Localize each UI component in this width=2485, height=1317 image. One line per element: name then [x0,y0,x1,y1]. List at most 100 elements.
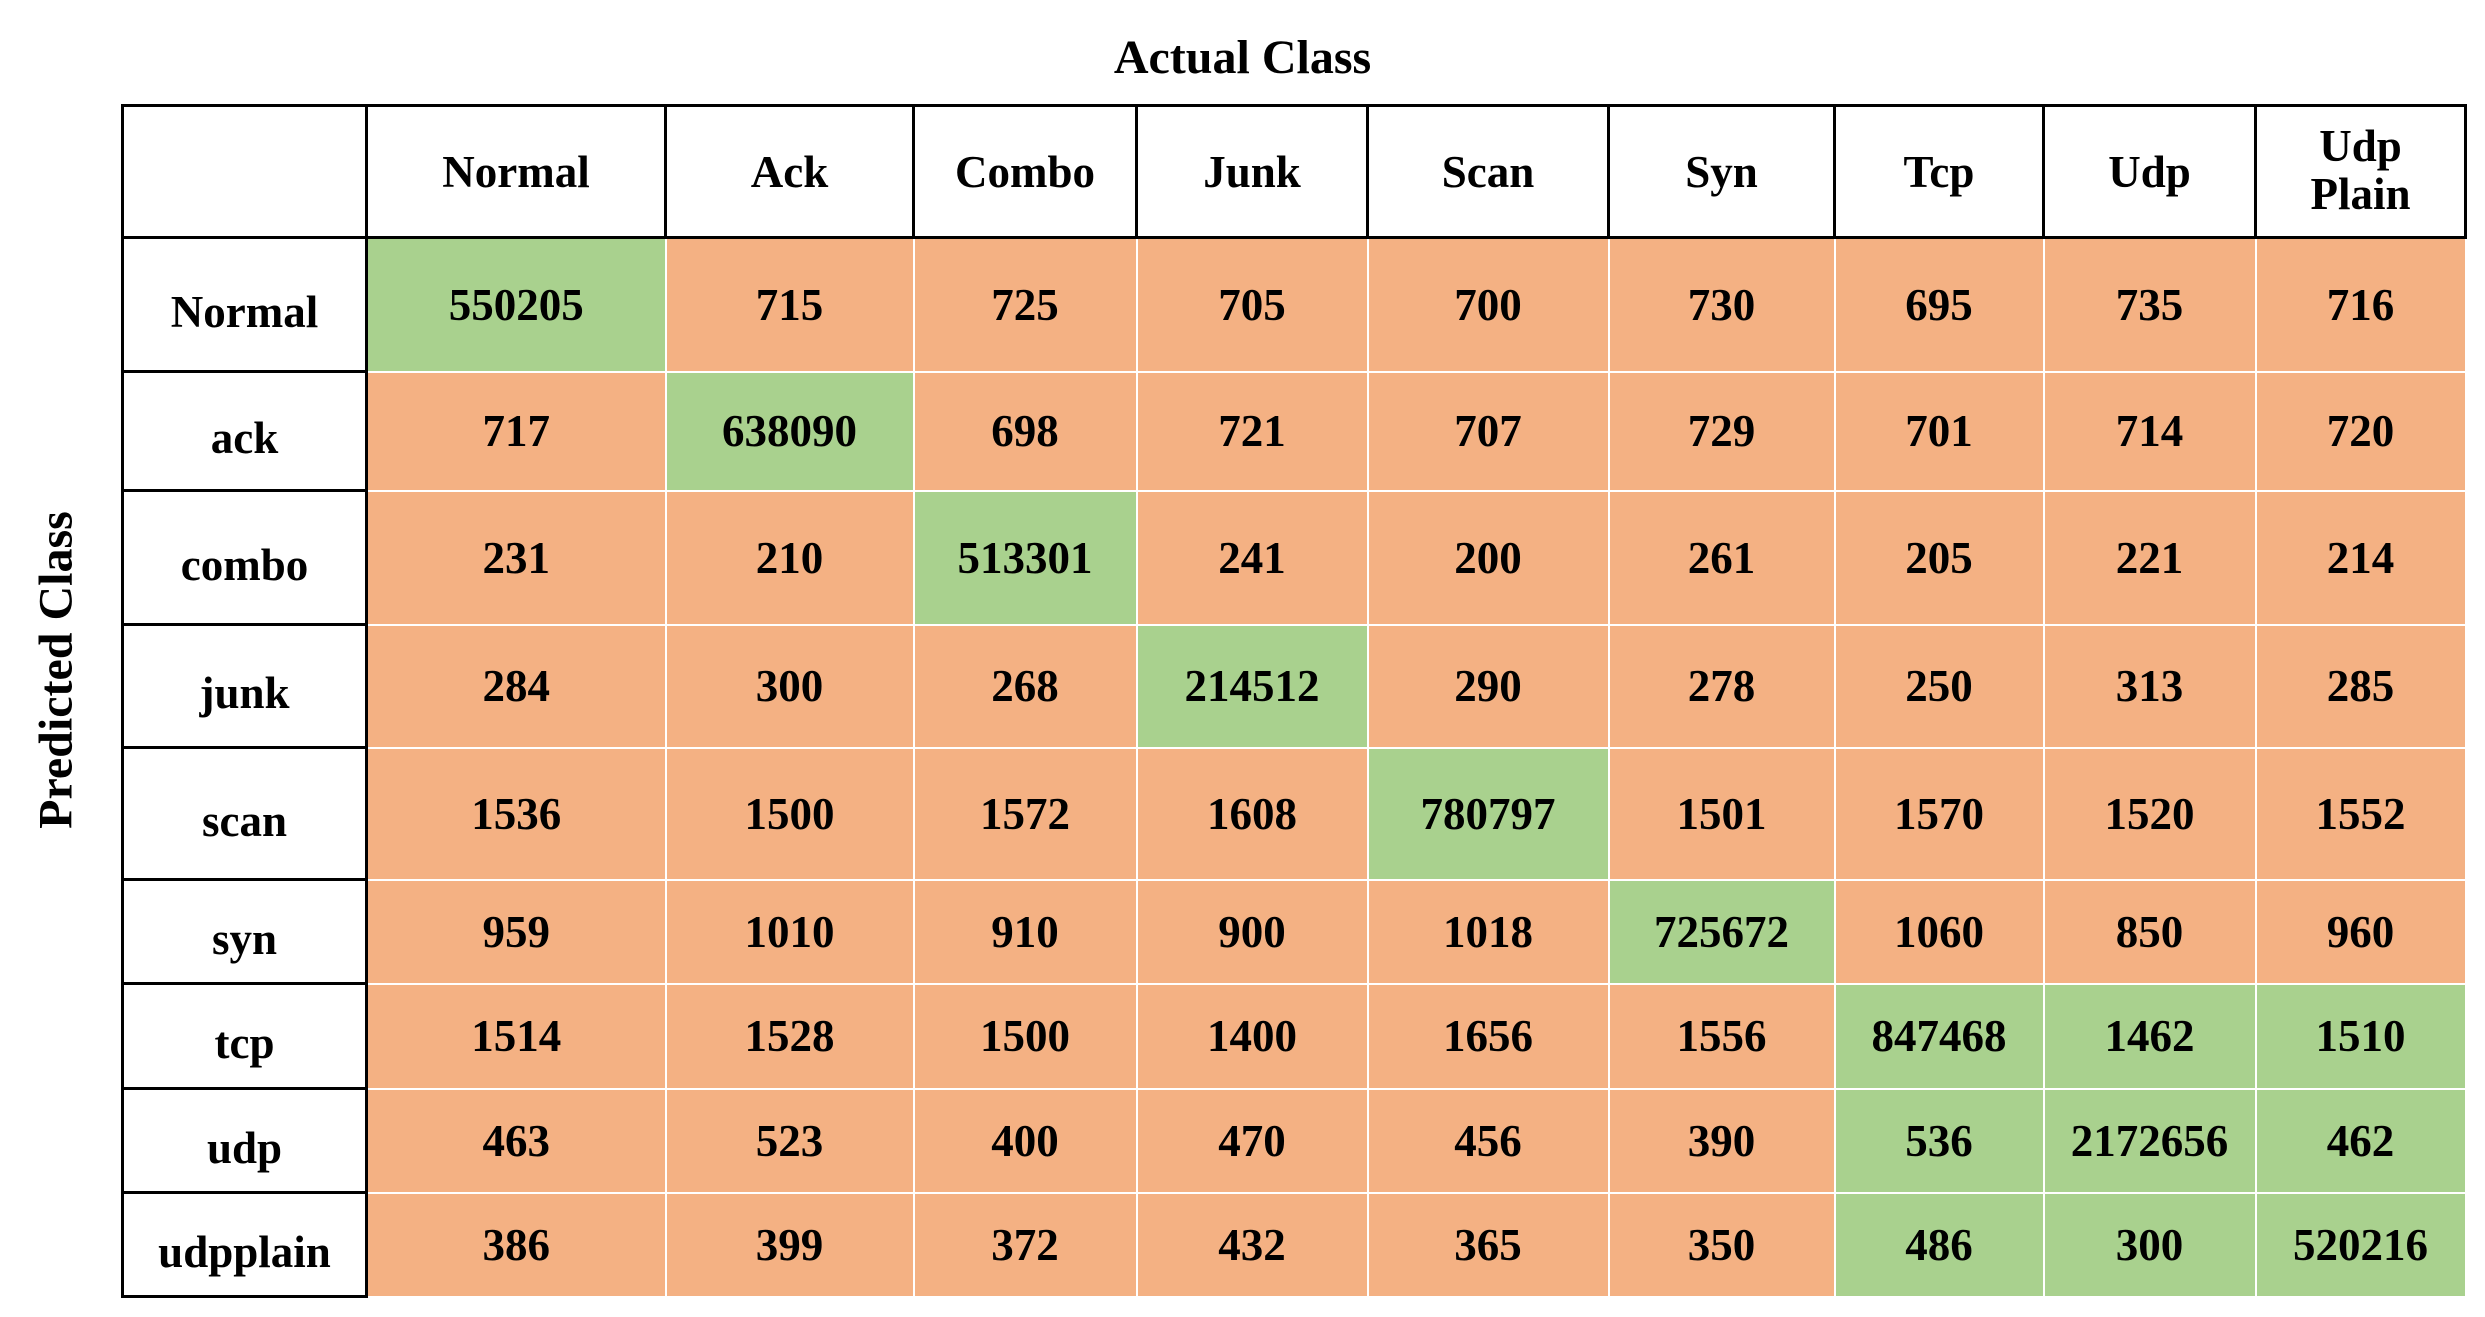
column-header-text: Normal [442,146,590,197]
table-row: junk 284 300 268 214512 290 278 250 313 285 [121,623,2467,749]
table-row: udpplain 386 399 372 432 365 350 486 300 520216 [121,1191,2467,1298]
row-header: udpplain [121,1191,368,1298]
matrix-cell: 470 [1135,1087,1369,1194]
matrix-cell: 2172656 [2042,1087,2257,1194]
matrix-cell: 520216 [2254,1191,2467,1298]
matrix-cell: 268 [912,623,1138,749]
matrix-cell: 462 [2254,1087,2467,1194]
matrix-cell: 1556 [1607,982,1836,1090]
matrix-cell: 231 [365,489,667,626]
column-header-text: Junk [1203,146,1301,197]
row-header: udp [121,1087,368,1194]
matrix-cell: 700 [1366,236,1610,373]
column-header: Udp Plain [2254,104,2467,239]
matrix-cell: 716 [2254,236,2467,373]
matrix-cell: 313 [2042,623,2257,749]
row-header: combo [121,489,368,626]
matrix-cell: 399 [664,1191,915,1298]
matrix-cell: 960 [2254,878,2467,985]
matrix-cell: 720 [2254,370,2467,492]
row-header: junk [121,623,368,749]
matrix-cell: 200 [1366,489,1610,626]
matrix-cell: 1060 [1833,878,2045,985]
matrix-cell: 729 [1607,370,1836,492]
column-header-text: Scan [1441,146,1535,197]
matrix-cell: 1500 [912,982,1138,1090]
matrix-cell: 725 [912,236,1138,373]
matrix-cell: 1510 [2254,982,2467,1090]
matrix-cell: 910 [912,878,1138,985]
matrix-cell: 261 [1607,489,1836,626]
column-header: Tcp [1833,104,2045,239]
table-row: combo 231 210 513301 241 200 261 205 221 214 [121,489,2467,626]
table-row: tcp 1514 1528 1500 1400 1656 1556 847468 1462 151… [121,982,2467,1090]
column-header: Scan [1366,104,1610,239]
matrix-cell: 365 [1366,1191,1610,1298]
matrix-cell: 1501 [1607,746,1836,881]
matrix-cell: 698 [912,370,1138,492]
matrix-cell: 290 [1366,623,1610,749]
matrix-cell: 1462 [2042,982,2257,1090]
matrix-cell: 456 [1366,1087,1610,1194]
matrix-cell: 486 [1833,1191,2045,1298]
matrix-cell: 725672 [1607,878,1836,985]
matrix-cell: 1552 [2254,746,2467,881]
matrix-cell: 1570 [1833,746,2045,881]
matrix-cell: 900 [1135,878,1369,985]
matrix-cell: 714 [2042,370,2257,492]
matrix-cell: 523 [664,1087,915,1194]
matrix-cell: 715 [664,236,915,373]
matrix-cell: 278 [1607,623,1836,749]
matrix-cell: 638090 [664,370,915,492]
column-header: Syn [1607,104,1836,239]
column-header-text: Tcp [1903,146,1975,197]
matrix-cell: 721 [1135,370,1369,492]
matrix-cell: 390 [1607,1087,1836,1194]
table-row: ack 717 638090 698 721 707 729 701 714 720 [121,370,2467,492]
title: Actual Class [1113,31,1372,84]
column-header-text: Udp [2108,146,2191,197]
matrix-cell: 695 [1833,236,2045,373]
matrix-cell: 221 [2042,489,2257,626]
matrix-cell: 1520 [2042,746,2257,881]
header-row: Normal Ack Combo Junk Scan Syn Tcp Udp Udp Plain [121,104,2467,239]
matrix-cell: 850 [2042,878,2257,985]
matrix-cell: 300 [664,623,915,749]
matrix-cell: 1528 [664,982,915,1090]
matrix-cell: 959 [365,878,667,985]
column-header: Junk [1135,104,1369,239]
matrix-cell: 284 [365,623,667,749]
matrix-cell: 1018 [1366,878,1610,985]
matrix-cell: 386 [365,1191,667,1298]
matrix-cell: 847468 [1833,982,2045,1090]
matrix-cell: 701 [1833,370,2045,492]
matrix-cell: 300 [2042,1191,2257,1298]
table-row: syn 959 1010 910 900 1018 725672 1060 850 960 [121,878,2467,985]
table-row: udp 463 523 400 470 456 390 536 2172656 462 [121,1087,2467,1194]
matrix-cell: 1500 [664,746,915,881]
column-header: Udp [2042,104,2257,239]
corner-cell [121,104,368,239]
matrix-cell: 372 [912,1191,1138,1298]
row-header: Normal [121,236,368,373]
column-header-text: Ack [750,146,829,197]
matrix-cell: 550205 [365,236,667,373]
matrix-cell: 730 [1607,236,1836,373]
matrix-cell: 214512 [1135,623,1369,749]
matrix-cell: 1536 [365,746,667,881]
matrix-cell: 214 [2254,489,2467,626]
side-label: Predicted Class [29,511,83,829]
matrix-cell: 205 [1833,489,2045,626]
matrix-cell: 285 [2254,623,2467,749]
matrix-cell: 350 [1607,1191,1836,1298]
row-header: scan [121,746,368,881]
matrix-cell: 1514 [365,982,667,1090]
column-header: Ack [664,104,915,239]
matrix-cell: 1010 [664,878,915,985]
matrix-cell: 210 [664,489,915,626]
matrix-cell: 432 [1135,1191,1369,1298]
column-header: Normal [365,104,667,239]
matrix-cell: 707 [1366,370,1610,492]
matrix-cell: 400 [912,1087,1138,1194]
confusion-table: Normal Ack Combo Junk Scan Syn Tcp Udp Udp Plain… [121,104,2467,1298]
